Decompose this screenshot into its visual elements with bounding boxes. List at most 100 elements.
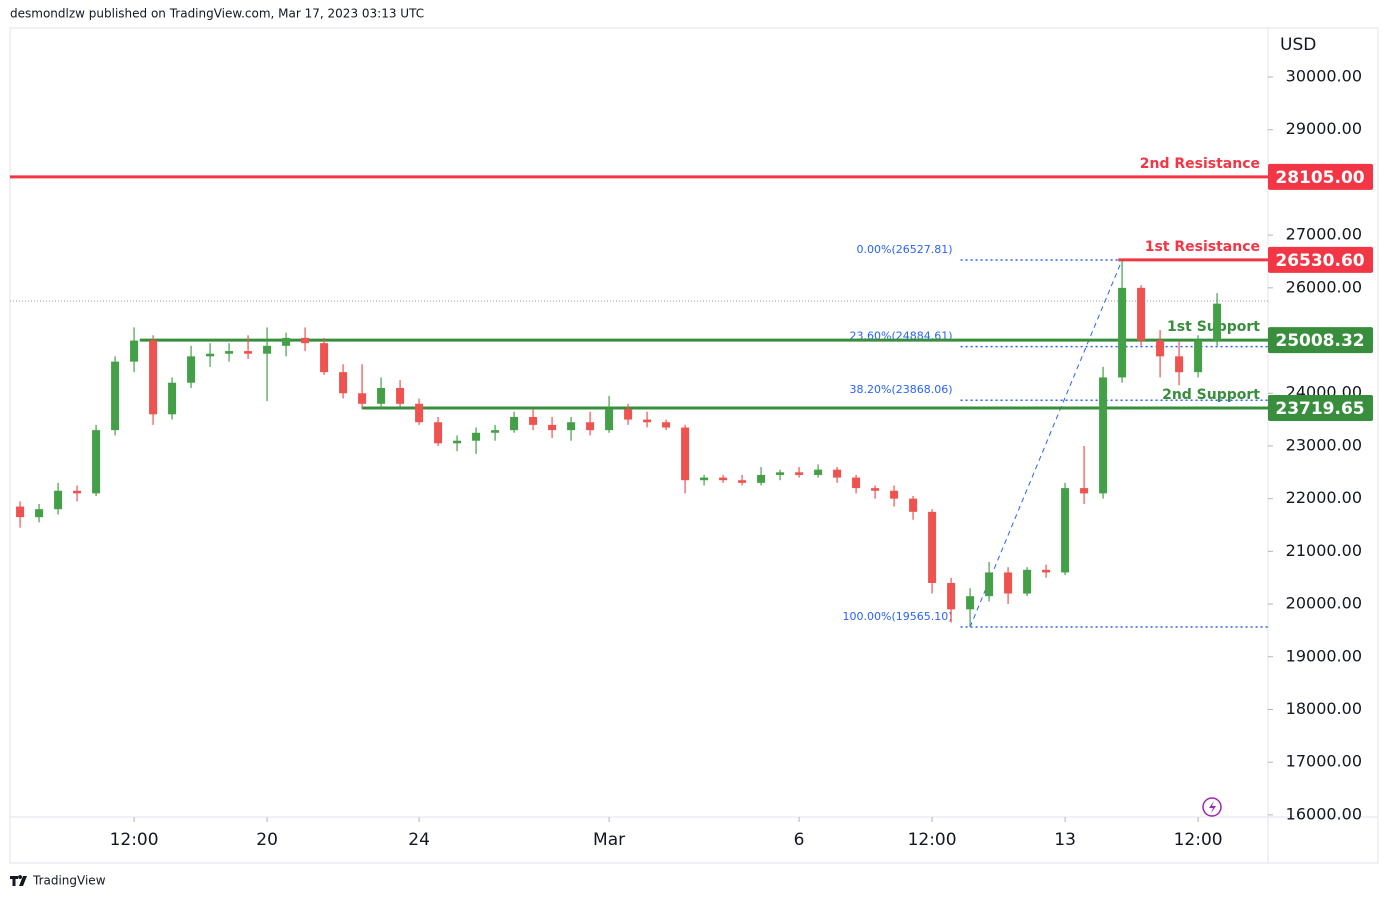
- candle-body: [491, 430, 500, 433]
- candle-body: [1175, 356, 1184, 373]
- candle-body: [282, 337, 291, 346]
- candle-body: [301, 337, 310, 344]
- candle-body: [16, 506, 25, 518]
- fib-label: 38.20%(23868.06): [850, 383, 953, 396]
- candle-body: [1118, 287, 1127, 378]
- candle-body: [700, 477, 709, 481]
- level-name: 1st Resistance: [1145, 239, 1260, 255]
- y-tick-label: 19000.00: [1286, 646, 1362, 665]
- candle-body: [415, 403, 424, 423]
- y-tick-label: 18000.00: [1286, 699, 1362, 718]
- candle-body: [244, 351, 253, 354]
- candle-body: [947, 582, 956, 610]
- candle-body: [662, 422, 671, 428]
- price-box-label: 25008.32: [1275, 331, 1364, 351]
- candle-body: [871, 488, 880, 491]
- price-box: [1268, 327, 1373, 354]
- price-box-label: 28105.00: [1275, 168, 1364, 188]
- candle-body: [92, 430, 101, 494]
- y-tick-label: 27000.00: [1286, 225, 1362, 244]
- candle-body: [453, 440, 462, 444]
- x-tick-label: 12:00: [908, 830, 957, 850]
- candle-body: [320, 343, 329, 373]
- candle-body: [472, 432, 481, 441]
- candle-body: [1194, 340, 1203, 373]
- y-tick-label: 20000.00: [1286, 594, 1362, 613]
- candle-body: [567, 422, 576, 431]
- y-tick-label: 17000.00: [1286, 752, 1362, 771]
- logo: [10, 875, 27, 886]
- footer: TradingView: [32, 874, 106, 888]
- candle-body: [111, 361, 120, 431]
- candle-body: [73, 490, 82, 494]
- x-tick-label: 20: [256, 830, 278, 850]
- fib-label: 0.00%(26527.81): [857, 243, 953, 256]
- header: desmondlzw published on TradingView.com,…: [10, 7, 424, 21]
- candle-body: [852, 477, 861, 489]
- candle-body: [1156, 340, 1165, 357]
- candle-body: [1061, 488, 1070, 573]
- candle-body: [35, 509, 44, 518]
- level-name: 2nd Resistance: [1140, 156, 1260, 172]
- fib-label: 100.00%(19565.10): [843, 610, 953, 623]
- candle-body: [909, 498, 918, 512]
- candle-body: [681, 427, 690, 481]
- y-tick-label: 29000.00: [1286, 119, 1362, 138]
- candle-body: [396, 387, 405, 404]
- candle-body: [434, 422, 443, 444]
- replay-icon: [1202, 797, 1222, 817]
- price-box-label: 23719.65: [1275, 399, 1364, 419]
- candle-body: [1004, 572, 1013, 594]
- x-tick-label: 12:00: [110, 830, 159, 850]
- candle-body: [1023, 569, 1032, 594]
- y-tick-label: 22000.00: [1286, 488, 1362, 507]
- fib-trend: [969, 259, 1123, 628]
- y-tick-label: 23000.00: [1286, 435, 1362, 454]
- candle-body: [643, 419, 652, 423]
- candle-body: [966, 596, 975, 610]
- candle-body: [187, 356, 196, 383]
- y-tick-label: 30000.00: [1286, 67, 1362, 86]
- candle-body: [605, 409, 614, 431]
- candle-body: [339, 372, 348, 394]
- currency: USD: [1280, 35, 1316, 55]
- candle-body: [1080, 488, 1089, 494]
- candle-body: [377, 387, 386, 404]
- y-tick-label: 16000.00: [1286, 804, 1362, 823]
- x-tick-label: 12:00: [1174, 830, 1223, 850]
- candle-body: [757, 474, 766, 483]
- candle-body: [985, 572, 994, 597]
- candle-body: [1213, 303, 1222, 341]
- candle-body: [529, 416, 538, 425]
- price-box: [1268, 246, 1373, 273]
- candle-body: [149, 340, 158, 415]
- candle-body: [738, 480, 747, 483]
- candle-body: [510, 416, 519, 431]
- price-box-label: 26530.60: [1275, 251, 1364, 271]
- x-tick-label: 13: [1054, 830, 1076, 850]
- candle-body: [795, 472, 804, 475]
- candle-body: [586, 422, 595, 431]
- candle-body: [890, 490, 899, 499]
- x-tick-label: 6: [794, 830, 805, 850]
- x-tick-label: Mar: [593, 830, 625, 850]
- candle-body: [1099, 377, 1108, 494]
- candle-body: [206, 353, 215, 357]
- level-name: 2nd Support: [1162, 387, 1260, 403]
- candle-body: [928, 511, 937, 583]
- candle-body: [719, 477, 728, 481]
- candle-body: [776, 472, 785, 475]
- candle-body: [263, 345, 272, 354]
- y-tick-label: 26000.00: [1286, 277, 1362, 296]
- candle-body: [130, 340, 139, 362]
- candle-body: [1137, 287, 1146, 341]
- candle-body: [1042, 569, 1051, 573]
- price-box: [1268, 395, 1373, 422]
- frame: [9, 27, 1379, 864]
- candle-body: [814, 469, 823, 475]
- candle-body: [168, 382, 177, 415]
- candle-body: [548, 424, 557, 431]
- x-tick-label: 24: [408, 830, 430, 850]
- candle-body: [225, 351, 234, 354]
